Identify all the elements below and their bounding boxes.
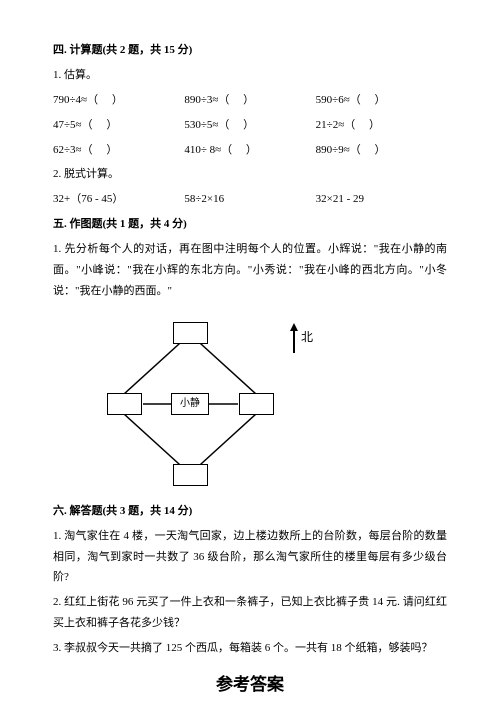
close: ）: [369, 119, 380, 131]
close: ）: [112, 94, 123, 106]
north-arrow-stem: [293, 329, 295, 353]
close: ）: [243, 119, 254, 131]
section-6-title: 六. 解答题(共 3 题，共 14 分): [53, 501, 447, 522]
problem-5-1: 1. 先分析每个人的对话，再在图中注明每个人的位置。小辉说："我在小静的南面。"…: [53, 239, 447, 302]
close: ）: [106, 144, 117, 156]
problem-6-3: 3. 李叔叔今天一共摘了 125 个西瓜，每箱装 6 个。一共有 18 个纸箱，…: [53, 638, 447, 659]
close: ）: [374, 94, 385, 106]
estimate-row-2: 62÷3≈（ ） 410÷ 8≈（ ） 890÷9≈（ ）: [53, 140, 447, 161]
close: ）: [374, 144, 385, 156]
estimate-item: 590÷6≈（ ）: [316, 90, 447, 111]
node-right: [239, 393, 274, 415]
node-left: [107, 393, 142, 415]
north-label: 北: [301, 326, 313, 349]
section-4-title: 四. 计算题(共 2 题，共 15 分): [53, 40, 447, 61]
problem-6-2: 2. 红红上街花 96 元买了一件上衣和一条裤子，已知上衣比裤子贵 14 元. …: [53, 592, 447, 634]
estimate-row-0: 790÷4≈（ ） 890÷3≈（ ） 590÷6≈（ ）: [53, 90, 447, 111]
node-bottom: [173, 464, 208, 486]
problem-4-2-title: 2. 脱式计算。: [53, 164, 447, 185]
problem-4-1-title: 1. 估算。: [53, 65, 447, 86]
expr: 890÷3≈（: [184, 94, 229, 106]
expr: 790÷4≈（: [53, 94, 98, 106]
expr: 590÷6≈（: [316, 94, 361, 106]
estimate-item: 21÷2≈（ ）: [316, 115, 447, 136]
estimate-row-1: 47÷5≈（ ） 530÷5≈（ ） 21÷2≈（ ）: [53, 115, 447, 136]
north-arrow-head: [290, 323, 298, 331]
expr: 47÷5≈（: [53, 119, 93, 131]
close: ）: [243, 94, 254, 106]
inline-calc-2: 32×21 - 29: [316, 189, 447, 210]
connector-lines: [113, 314, 333, 489]
expr: 410÷ 8≈（: [184, 144, 232, 156]
inline-calc-0: 32+（76 - 45）: [53, 189, 184, 210]
estimate-item: 410÷ 8≈（ ）: [184, 140, 315, 161]
inline-calc-1: 58÷2×16: [184, 189, 315, 210]
node-center: 小静: [171, 393, 209, 415]
answer-key-title: 参考答案: [53, 669, 447, 701]
estimate-item: 62÷3≈（ ）: [53, 140, 184, 161]
expr: 62÷3≈（: [53, 144, 93, 156]
close: ）: [246, 144, 257, 156]
estimate-item: 47÷5≈（ ）: [53, 115, 184, 136]
estimate-item: 890÷3≈（ ）: [184, 90, 315, 111]
problem-6-1: 1. 淘气家住在 4 楼，一天淘气回家，边上楼边数所上的台阶数，每层台阶的数量相…: [53, 526, 447, 589]
estimate-item: 890÷9≈（ ）: [316, 140, 447, 161]
close: ）: [106, 119, 117, 131]
expr: 21÷2≈（: [316, 119, 356, 131]
section-5-title: 五. 作图题(共 1 题，共 4 分): [53, 214, 447, 235]
node-top: [173, 322, 208, 344]
estimate-item: 530÷5≈（ ）: [184, 115, 315, 136]
inline-calc-row: 32+（76 - 45） 58÷2×16 32×21 - 29: [53, 189, 447, 210]
expr: 890÷9≈（: [316, 144, 361, 156]
expr: 530÷5≈（: [184, 119, 229, 131]
position-diagram: 小静 北: [113, 314, 333, 489]
estimate-item: 790÷4≈（ ）: [53, 90, 184, 111]
